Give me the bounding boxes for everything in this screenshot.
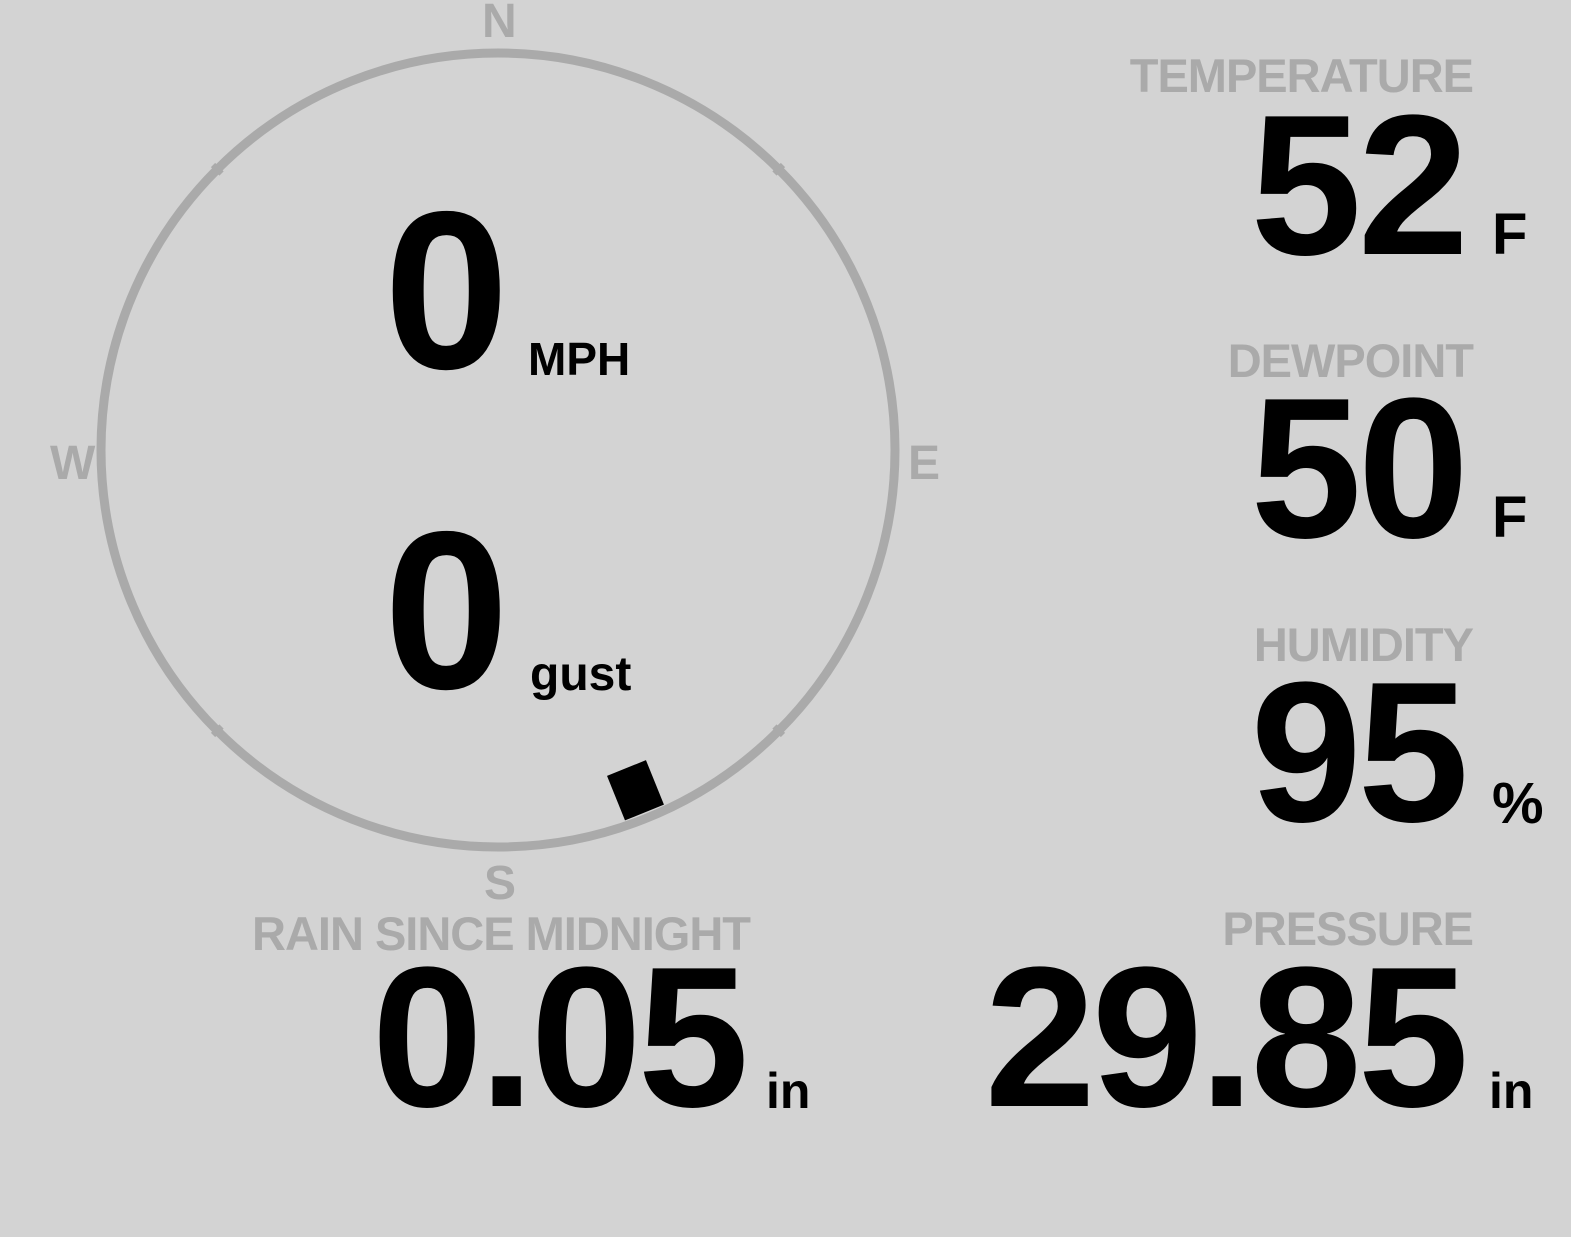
compass-east-label: E [908, 437, 941, 490]
humidity-label: HUMIDITY [1253, 618, 1474, 671]
compass-north-label: N [482, 0, 517, 48]
wind-gust-unit: gust [530, 648, 632, 701]
compass-tick [772, 162, 786, 176]
compass-south-label: S [484, 857, 517, 910]
compass-tick [210, 724, 224, 738]
dewpoint-unit: F [1492, 485, 1528, 550]
dewpoint-value: 50 [1250, 357, 1469, 580]
wind-direction-marker [607, 760, 664, 821]
wind-speed-value: 0 [383, 164, 509, 416]
rain-value: 0.05 [371, 926, 749, 1149]
pressure-unit: in [1489, 1063, 1534, 1119]
rain-label: RAIN SINCE MIDNIGHT [252, 907, 751, 960]
pressure-label: PRESSURE [1222, 902, 1474, 955]
humidity-value: 95 [1250, 641, 1469, 864]
temperature-value: 52 [1250, 74, 1469, 297]
dewpoint-label: DEWPOINT [1227, 334, 1474, 387]
temperature-unit: F [1492, 202, 1528, 267]
humidity-unit: % [1492, 771, 1544, 836]
rain-unit: in [766, 1063, 811, 1119]
wind-speed-unit: MPH [528, 333, 631, 385]
compass-tick [210, 162, 224, 176]
compass-tick [772, 724, 786, 738]
temperature-label: TEMPERATURE [1129, 49, 1474, 102]
pressure-value: 29.85 [984, 926, 1469, 1149]
compass-ring [96, 48, 900, 852]
compass-west-label: W [50, 437, 96, 490]
wind-gust-value: 0 [383, 484, 509, 736]
